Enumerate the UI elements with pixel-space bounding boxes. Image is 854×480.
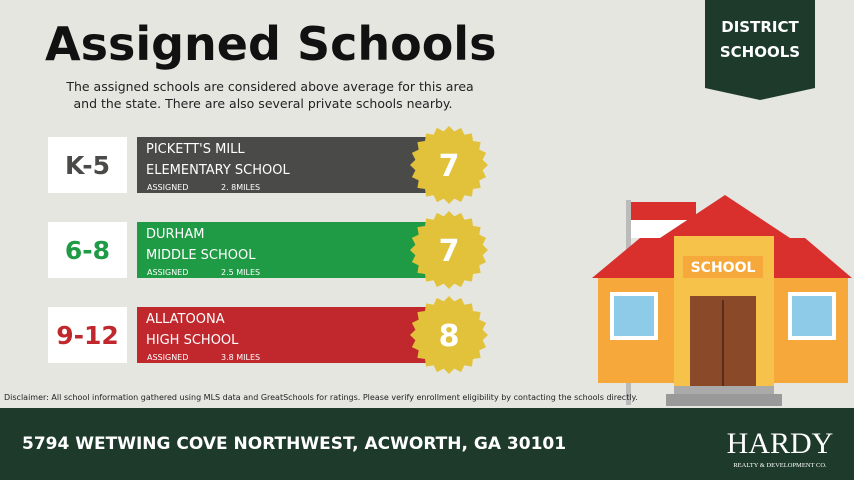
grade: 9-12 — [56, 321, 119, 350]
roof — [592, 238, 690, 278]
school-name: ELEMENTARY SCHOOL — [146, 163, 290, 178]
roof — [760, 238, 852, 278]
rating: 7 — [439, 149, 460, 184]
rating: 8 — [439, 319, 460, 354]
school-rows: K-5 PICKETT'S MILL ELEMENTARY SCHOOL ASSIGN… — [48, 126, 488, 374]
school-bar — [137, 307, 427, 363]
subtitle: and the state. There are also several pr… — [73, 96, 452, 111]
distance: 3.8 MILES — [221, 353, 260, 362]
subtitle: The assigned schools are considered abov… — [65, 79, 473, 94]
school-bar — [137, 137, 427, 193]
school-name: DURHAM — [146, 227, 204, 242]
footer — [0, 408, 854, 480]
rating-badge — [410, 296, 488, 374]
grade-box — [48, 137, 127, 193]
school-illustration: SCHOOL — [592, 195, 852, 406]
logo-tagline: REALTY & DEVELOPMENT CO. — [733, 462, 827, 469]
rating: 7 — [439, 234, 460, 269]
distance: 2.5 MILES — [221, 268, 260, 277]
logo: HARDY — [727, 427, 834, 460]
steps — [674, 386, 774, 394]
grade: K-5 — [65, 151, 110, 180]
roof — [660, 195, 790, 238]
disclaimer: Disclaimer: All school information gathe… — [4, 393, 638, 402]
status: ASSIGNED — [147, 268, 188, 277]
status: ASSIGNED — [147, 353, 188, 362]
grade: 6-8 — [65, 236, 110, 265]
rating-badge — [410, 211, 488, 289]
grade-box — [48, 307, 127, 363]
rating-badge — [410, 126, 488, 204]
school-name: HIGH SCHOOL — [146, 333, 239, 348]
district-banner — [705, 0, 815, 100]
grade-box — [48, 222, 127, 278]
distance: 2. 8MILES — [221, 183, 260, 192]
flag — [631, 202, 696, 220]
school-name: MIDDLE SCHOOL — [146, 248, 256, 263]
title: Assigned Schools — [45, 17, 496, 71]
banner-text: DISTRICT — [721, 18, 799, 36]
school-name: PICKETT'S MILL — [146, 142, 245, 157]
banner-text: SCHOOLS — [720, 43, 800, 61]
steps — [666, 394, 782, 406]
address: 5794 WETWING COVE NORTHWEST, ACWORTH, GA… — [22, 434, 566, 454]
sign — [683, 256, 763, 278]
status: ASSIGNED — [147, 183, 188, 192]
school-name: ALLATOONA — [146, 312, 225, 327]
school-bar — [137, 222, 427, 278]
sign-text: SCHOOL — [691, 260, 756, 276]
